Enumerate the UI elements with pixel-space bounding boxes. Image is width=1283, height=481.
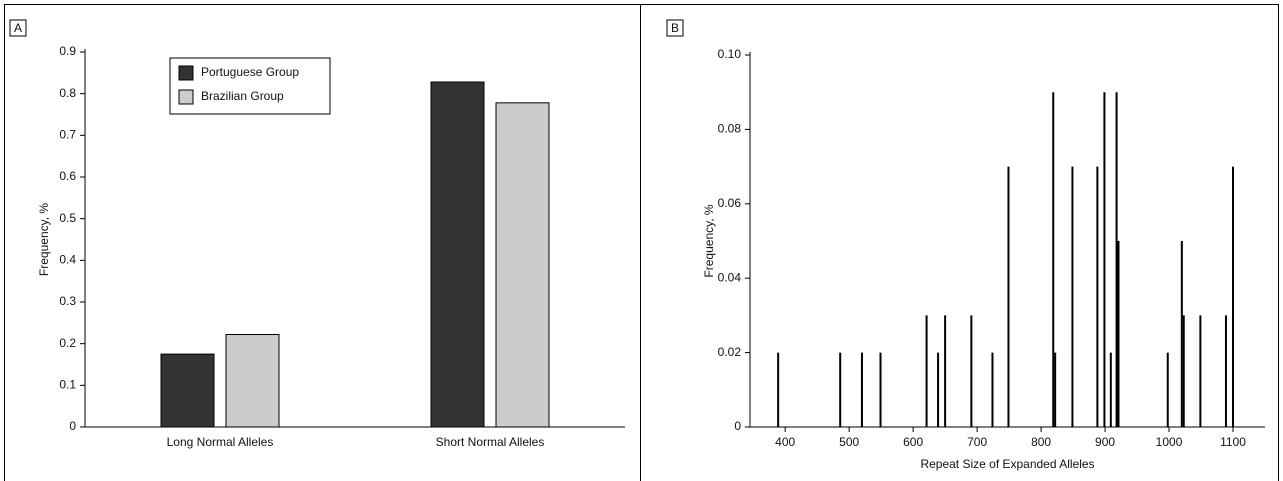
y-tick-label: 0.3	[59, 294, 76, 308]
x-tick-label: 900	[1095, 435, 1115, 449]
panel-label-box	[666, 19, 684, 37]
legend-label: Portuguese Group	[201, 65, 299, 79]
y-tick-label: 0.06	[718, 196, 742, 210]
panel-label-box	[9, 19, 27, 37]
y-tick-label: 0.8	[59, 86, 76, 100]
x-tick-label: 600	[903, 435, 923, 449]
x-tick-label: 1000	[1156, 435, 1183, 449]
y-tick-label: 0.10	[718, 47, 742, 61]
y-tick-label: 0.4	[59, 253, 76, 267]
frame	[4, 4, 1279, 481]
y-tick-label: 0	[69, 419, 76, 433]
bar	[225, 334, 280, 428]
y-tick-label: 0.1	[59, 378, 76, 392]
x-tick-label: 500	[839, 435, 859, 449]
legend-label: Brazilian Group	[201, 89, 284, 103]
panel-label: B	[671, 21, 679, 35]
y-tick-label: 0.9	[59, 44, 76, 58]
y-tick-label: 0.04	[718, 270, 742, 284]
legend-swatch	[178, 65, 194, 81]
x-tick-label: 400	[775, 435, 795, 449]
y-tick-label: 0.2	[59, 336, 76, 350]
y-tick-label: 0.6	[59, 169, 76, 183]
x-tick-label: Long Normal Alleles	[167, 435, 274, 449]
bar	[430, 81, 485, 428]
x-tick-label: Short Normal Alleles	[436, 435, 545, 449]
y-tick-label: 0	[734, 419, 741, 433]
x-tick-label: 800	[1031, 435, 1051, 449]
legend-box	[169, 57, 331, 115]
panel-label: A	[14, 21, 22, 35]
bar	[160, 353, 215, 428]
x-tick-label: 700	[967, 435, 987, 449]
bar	[495, 102, 550, 428]
y-axis-label: Frequency, %	[702, 204, 716, 277]
y-tick-label: 0.02	[718, 345, 742, 359]
legend-swatch	[178, 89, 194, 105]
x-tick-label: 1100	[1220, 435, 1246, 449]
y-tick-label: 0.08	[718, 122, 742, 136]
y-tick-label: 0.5	[59, 211, 76, 225]
y-tick-label: 0.7	[59, 128, 76, 142]
x-axis-label: Repeat Size of Expanded Alleles	[920, 457, 1094, 471]
y-axis-label: Frequency, %	[37, 203, 51, 276]
